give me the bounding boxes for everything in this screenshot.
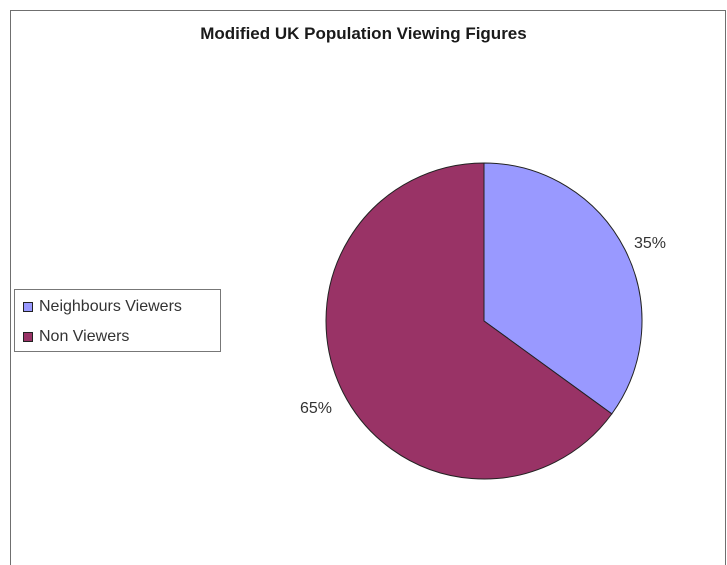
legend-swatch bbox=[23, 302, 33, 312]
legend: Neighbours Viewers Non Viewers bbox=[14, 289, 221, 352]
pie-slice-neighbours-viewers bbox=[483, 162, 643, 415]
pie-slices bbox=[325, 162, 643, 480]
legend-label: Non Viewers bbox=[39, 328, 130, 345]
pie-slice-non-viewers bbox=[325, 162, 613, 480]
pie-labels: 35% 65% bbox=[300, 235, 666, 417]
pie-data-label: 35% bbox=[634, 235, 666, 252]
legend-item-non-viewers: Non Viewers bbox=[23, 327, 129, 347]
pie-data-label: 65% bbox=[300, 400, 332, 417]
legend-item-neighbours-viewers: Neighbours Viewers bbox=[23, 297, 182, 317]
legend-swatch bbox=[23, 332, 33, 342]
legend-label: Neighbours Viewers bbox=[39, 298, 182, 315]
chart-title: Modified UK Population Viewing Figures bbox=[200, 24, 527, 43]
